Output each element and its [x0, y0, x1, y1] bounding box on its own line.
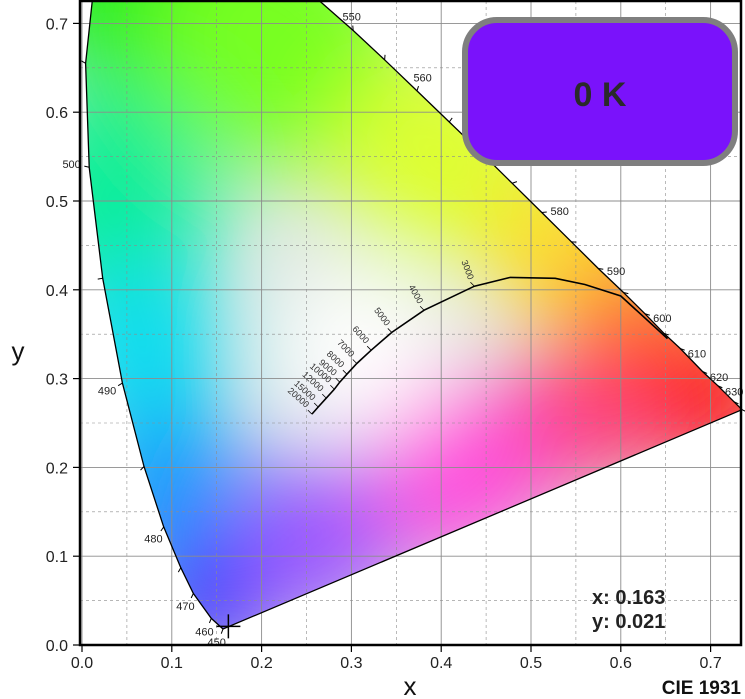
x-readout: x: 0.163: [592, 587, 665, 609]
y-tick-label: 0.5: [46, 194, 68, 211]
wavelength-tick-mark: [117, 382, 123, 387]
wavelength-label: 450: [208, 637, 226, 649]
color-temperature-swatch: 0 K: [462, 17, 738, 166]
wavelength-tick-mark: [140, 466, 145, 471]
wavelength-tick-mark: [623, 291, 629, 295]
y-axis-title: y: [12, 336, 25, 366]
wavelength-label: 460: [195, 626, 213, 638]
wavelength-tick-mark: [717, 385, 723, 389]
y-tick-label: 0.7: [46, 16, 68, 33]
x-tick-label: 0.1: [161, 655, 183, 672]
wavelength-label: 550: [342, 12, 360, 24]
wavelength-label: 470: [176, 601, 194, 613]
x-tick-label: 0.4: [430, 655, 452, 672]
planckian-tick-mark: [387, 328, 393, 333]
y-tick-label: 0.2: [46, 460, 68, 477]
y-tick-label: 0.6: [46, 105, 68, 122]
wavelength-tick-mark: [702, 371, 708, 374]
y-readout: y: 0.021: [592, 611, 665, 633]
grid: [80, 1, 741, 646]
wavelength-label: 620: [710, 372, 728, 384]
wavelength-label: 580: [550, 206, 568, 218]
wavelength-tick-mark: [448, 117, 453, 123]
gamut-color-blob: [514, 344, 655, 485]
planckian-tick-mark: [470, 281, 475, 287]
x-axis-title: x: [404, 671, 417, 699]
chromaticity-marker-crosshair[interactable]: [216, 614, 241, 639]
planckian-tick-mark: [366, 345, 372, 351]
planckian-locus: [311, 276, 669, 415]
wavelength-tick-mark: [190, 593, 194, 599]
y-tick-label: 0.3: [46, 372, 68, 389]
x-tick-label: 0.5: [520, 655, 542, 672]
x-tick-label: 0.6: [610, 655, 632, 672]
gamut-color-blob: [275, 266, 446, 437]
wavelength-tick-mark: [733, 401, 739, 405]
wavelength-tick-mark: [208, 618, 212, 624]
wavelength-label: 560: [413, 73, 431, 85]
planckian-tick-mark: [419, 305, 425, 311]
wavelength-tick-mark: [511, 181, 518, 184]
wavelength-tick-mark: [81, 60, 86, 64]
y-axis-ticks: 0.00.10.20.30.40.50.60.70.8: [46, 16, 80, 655]
x-axis-ticks: 0.0 0.1 0.2 0.3 0.4 0.5 0.6 0.7: [71, 645, 722, 672]
planckian-tick-mark: [335, 377, 341, 383]
color-temperature-label: 0 K: [574, 76, 627, 114]
wavelength-tick-mark: [84, 165, 90, 168]
y-tick-label: 0.0: [46, 638, 68, 655]
y-tick-label: 0.4: [46, 283, 68, 300]
planckian-tick-mark: [342, 369, 348, 375]
wavelength-label: 490: [98, 385, 116, 397]
spectral-locus: [84, 0, 744, 630]
x-tick-label: 0.0: [71, 655, 93, 672]
x-tick-label: 0.3: [340, 655, 362, 672]
wavelength-label: 630: [725, 386, 743, 398]
wavelength-tick-mark: [160, 526, 165, 532]
wavelength-tick-mark: [679, 347, 685, 351]
standard-label: CIE 1931: [662, 678, 742, 699]
wavelength-tick-mark: [177, 567, 182, 573]
planckian-tick-mark: [313, 402, 319, 408]
planckian-tick-mark: [330, 384, 335, 390]
wavelength-label: 610: [688, 348, 706, 360]
wavelength-label: 590: [607, 266, 625, 278]
planckian-tick-mark: [352, 359, 358, 364]
wavelength-tick-mark: [416, 85, 420, 92]
wavelength-tick-mark: [644, 313, 650, 316]
wavelength-label: 480: [144, 533, 162, 545]
wavelength-tick-mark: [97, 277, 103, 280]
wavelength-ticks: 4504604704804905005105205305405505605705…: [62, 0, 745, 649]
wavelength-label: 600: [653, 313, 671, 325]
wavelength-label: 500: [62, 159, 80, 171]
wavelength-tick-mark: [663, 332, 669, 336]
plot-frame: [78, 0, 743, 647]
wavelength-tick-mark: [598, 267, 604, 270]
planckian-tick-mark: [321, 393, 327, 399]
y-tick-label: 0.1: [46, 549, 68, 566]
wavelength-tick-mark: [220, 628, 224, 634]
x-tick-label: 0.2: [250, 655, 272, 672]
x-tick-label: 0.7: [699, 655, 721, 672]
planckian-tick-mark: [307, 409, 313, 415]
wavelength-tick-mark: [741, 409, 745, 412]
wavelength-tick-mark: [541, 211, 547, 214]
